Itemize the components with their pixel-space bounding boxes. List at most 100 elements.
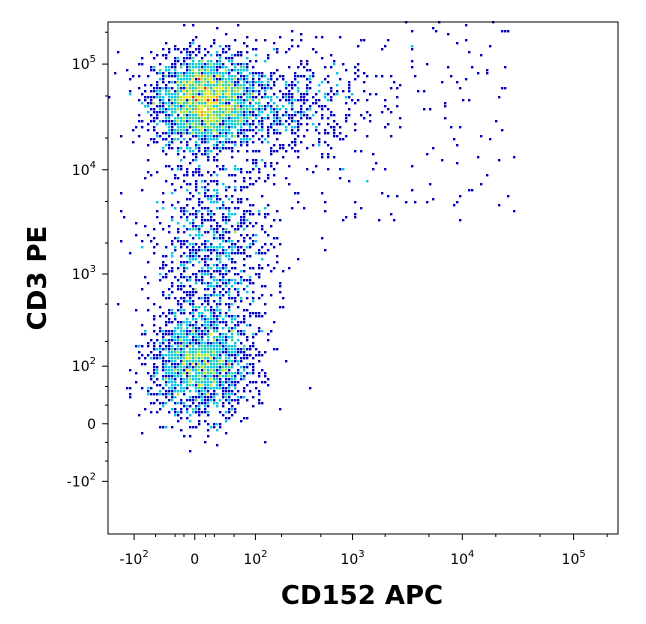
- density-point: [147, 282, 150, 285]
- density-point: [192, 102, 195, 105]
- density-point: [237, 108, 240, 111]
- density-point: [216, 393, 219, 396]
- density-point: [213, 156, 216, 159]
- density-point: [273, 123, 276, 126]
- density-point: [198, 360, 201, 363]
- density-point: [276, 111, 279, 114]
- density-point: [207, 96, 210, 99]
- density-point: [150, 84, 153, 87]
- density-point: [153, 324, 156, 327]
- density-point: [156, 378, 159, 381]
- density-point: [216, 99, 219, 102]
- density-point: [189, 111, 192, 114]
- density-point: [255, 102, 258, 105]
- density-point: [153, 402, 156, 405]
- density-point: [162, 120, 165, 123]
- density-point: [210, 105, 213, 108]
- density-point: [198, 168, 201, 171]
- density-point: [195, 375, 198, 378]
- density-point: [228, 99, 231, 102]
- density-point: [153, 315, 156, 318]
- density-point: [183, 174, 186, 177]
- density-point: [228, 207, 231, 210]
- density-point: [204, 327, 207, 330]
- density-point: [246, 246, 249, 249]
- density-point: [234, 78, 237, 81]
- density-point: [246, 51, 249, 54]
- density-point: [189, 333, 192, 336]
- density-point: [183, 264, 186, 267]
- density-point: [186, 132, 189, 135]
- density-point: [147, 102, 150, 105]
- density-point: [144, 363, 147, 366]
- density-point: [192, 117, 195, 120]
- density-point: [240, 126, 243, 129]
- density-point: [225, 102, 228, 105]
- density-point: [156, 366, 159, 369]
- density-point: [195, 147, 198, 150]
- density-point: [165, 87, 168, 90]
- density-point: [177, 96, 180, 99]
- density-point: [189, 63, 192, 66]
- density-point: [180, 210, 183, 213]
- density-point: [171, 339, 174, 342]
- density-point: [171, 291, 174, 294]
- density-point: [177, 351, 180, 354]
- density-point: [222, 363, 225, 366]
- density-point: [246, 291, 249, 294]
- density-point: [219, 123, 222, 126]
- density-point: [261, 105, 264, 108]
- density-point: [258, 120, 261, 123]
- density-point: [186, 198, 189, 201]
- density-point: [207, 363, 210, 366]
- density-point: [201, 222, 204, 225]
- density-point: [210, 102, 213, 105]
- density-point: [213, 90, 216, 93]
- density-point: [204, 309, 207, 312]
- density-point: [219, 126, 222, 129]
- density-point: [231, 111, 234, 114]
- density-point: [198, 87, 201, 90]
- density-point: [315, 165, 318, 168]
- density-point: [252, 369, 255, 372]
- density-point: [147, 261, 150, 264]
- density-point: [213, 114, 216, 117]
- density-point: [168, 48, 171, 51]
- density-point: [273, 132, 276, 135]
- density-point: [234, 345, 237, 348]
- density-point: [216, 69, 219, 72]
- y-tick-label: -102: [67, 471, 96, 490]
- density-point: [171, 120, 174, 123]
- density-point: [261, 258, 264, 261]
- density-point: [186, 210, 189, 213]
- density-point: [231, 105, 234, 108]
- density-point: [225, 57, 228, 60]
- density-point: [216, 75, 219, 78]
- density-point: [177, 279, 180, 282]
- density-point: [201, 102, 204, 105]
- density-point: [141, 120, 144, 123]
- density-point: [252, 66, 255, 69]
- density-point: [189, 342, 192, 345]
- density-point: [210, 72, 213, 75]
- density-point: [222, 267, 225, 270]
- density-point: [273, 237, 276, 240]
- density-point: [276, 78, 279, 81]
- density-point: [381, 75, 384, 78]
- density-point: [258, 375, 261, 378]
- density-point: [270, 162, 273, 165]
- density-point: [234, 90, 237, 93]
- density-point: [303, 207, 306, 210]
- density-point: [165, 378, 168, 381]
- density-point: [246, 99, 249, 102]
- density-point: [204, 330, 207, 333]
- density-point: [171, 345, 174, 348]
- density-point: [291, 99, 294, 102]
- density-point: [162, 294, 165, 297]
- density-point: [246, 81, 249, 84]
- density-point: [189, 339, 192, 342]
- density-point: [303, 96, 306, 99]
- density-point: [228, 210, 231, 213]
- density-point: [375, 162, 378, 165]
